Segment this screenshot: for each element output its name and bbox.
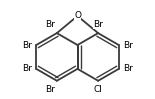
- Text: Br: Br: [22, 64, 32, 73]
- Text: Br: Br: [123, 64, 133, 73]
- Text: Br: Br: [45, 85, 55, 94]
- Text: Br: Br: [22, 40, 32, 50]
- Text: Cl: Cl: [94, 85, 103, 94]
- Text: Br: Br: [45, 20, 55, 29]
- Text: Br: Br: [123, 40, 133, 50]
- Text: Br: Br: [93, 20, 103, 29]
- Text: O: O: [74, 11, 81, 20]
